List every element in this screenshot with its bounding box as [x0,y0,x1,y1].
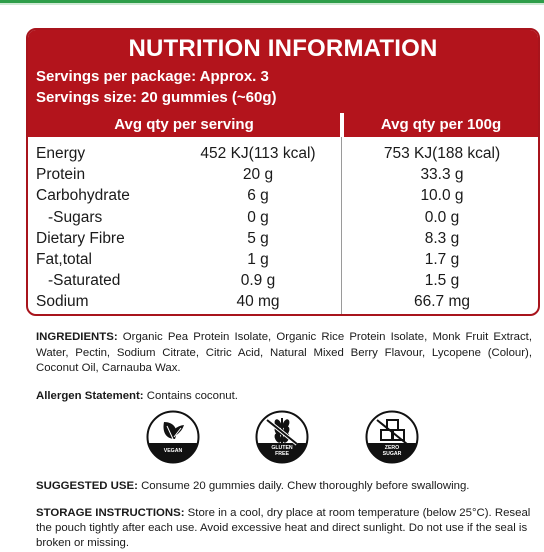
top-green-rule-shadow [0,3,544,5]
serving-size: Servings size: 20 gummies (~60g) [36,89,277,106]
column-divider [341,137,342,314]
wheat-crossed-icon [255,410,309,464]
nutrient-per-100g: 753 KJ(188 kcal) [383,145,501,162]
nutrient-row-carbohydrate: Carbohydrate 6 g 10.0 g [28,187,538,208]
nutrient-name: Sodium [36,293,89,311]
storage-label: STORAGE INSTRUCTIONS: [36,507,185,519]
nutrient-row-fat-total: Fat,total 1 g 1.7 g [28,251,538,272]
nutrition-panel: NUTRITION INFORMATION Servings per packa… [26,28,540,316]
nutrition-panel-header: NUTRITION INFORMATION Servings per packa… [28,30,538,113]
nutrient-per-serving: 20 g [242,166,274,184]
nutrient-per-100g: 10.0 g [420,187,464,205]
nutrient-row-protein: Protein 20 g 33.3 g [28,166,538,187]
nutrient-per-100g: 8.3 g [424,229,460,247]
nutrient-name: -Sugars [48,208,103,226]
gluten-free-label-line2: FREE [275,451,289,457]
column-header-row: Avg qty per serving Avg qty per 100g [28,113,538,137]
servings-per-package: Servings per package: Approx. 3 [36,68,269,85]
nutrient-per-serving: 5 g [247,229,269,247]
ingredients-text: Organic Pea Protein Isolate, Organic Ric… [36,331,532,374]
nutrient-per-100g: 1.7 g [424,250,460,268]
nutrient-per-serving: 6 g [247,187,269,205]
allergen-label: Allergen Statement: [36,390,144,402]
zero-sugar-badge: ZERO SUGAR [365,410,419,464]
storage-section: STORAGE INSTRUCTIONS: Store in a cool, d… [36,506,532,551]
nutrient-per-100g: 0.0 g [424,208,460,226]
nutrient-row-sodium: Sodium 40 mg 66.7 mg [28,293,538,314]
gluten-free-label-line1: GLUTEN [271,445,293,451]
nutrition-rows: Energy 452 KJ(113 kcal) 753 KJ(188 kcal)… [28,145,538,314]
zero-sugar-label-line1: ZERO [384,445,400,451]
allergen-section: Allergen Statement: Contains coconut. [36,389,532,405]
column-header-per-serving: Avg qty per serving [28,113,340,137]
ingredients-section: INGREDIENTS: Organic Pea Protein Isolate… [36,330,532,377]
suggested-use-section: SUGGESTED USE: Consume 20 gummies daily.… [36,479,532,495]
zero-sugar-label-line2: SUGAR [382,451,402,457]
nutrient-name: Protein [36,166,86,184]
leaf-icon [146,410,200,464]
column-header-gap [340,113,344,137]
sugar-cubes-icon [365,410,419,464]
gluten-free-badge: GLUTEN FREE [255,410,309,464]
nutrient-name: Carbohydrate [36,187,130,205]
nutrient-per-serving: 1 g [247,250,269,268]
nutrient-row-saturated: -Saturated 0.9 g 1.5 g [28,272,538,293]
storage-text: Store in a cool, dry place at room tempe… [36,507,531,549]
nutrient-row-energy: Energy 452 KJ(113 kcal) 753 KJ(188 kcal) [28,145,538,166]
nutrient-per-100g: 1.5 g [424,272,460,290]
nutrient-per-serving: 40 mg [236,293,280,311]
suggested-use-text: Consume 20 gummies daily. Chew thoroughl… [137,480,470,492]
nutrient-name: Fat,total [36,250,92,268]
allergen-text: Contains coconut. [143,390,238,402]
nutrient-row-dietary-fibre: Dietary Fibre 5 g 8.3 g [28,230,538,251]
nutrient-row-sugars: -Sugars 0 g 0.0 g [28,209,538,230]
top-green-rule [0,0,544,3]
suggested-use-label: SUGGESTED USE: [36,480,138,492]
nutrient-name: Dietary Fibre [36,229,125,247]
column-header-per-100g: Avg qty per 100g [344,113,538,137]
nutrient-name: -Saturated [48,272,121,290]
vegan-badge-label: VEGAN [163,448,183,454]
vegan-badge: VEGAN [146,410,200,464]
nutrient-name: Energy [36,145,86,162]
diet-badges: VEGAN GLUTEN FREE ZERO SUGAR [0,410,544,466]
ingredients-label: INGREDIENTS: [36,331,118,343]
nutrient-per-100g: 33.3 g [420,166,464,184]
nutrient-per-serving: 0 g [247,208,269,226]
nutrient-per-serving: 452 KJ(113 kcal) [200,145,316,162]
nutrient-per-serving: 0.9 g [240,272,276,290]
nutrition-title: NUTRITION INFORMATION [128,35,438,62]
nutrient-per-100g: 66.7 mg [413,293,470,311]
